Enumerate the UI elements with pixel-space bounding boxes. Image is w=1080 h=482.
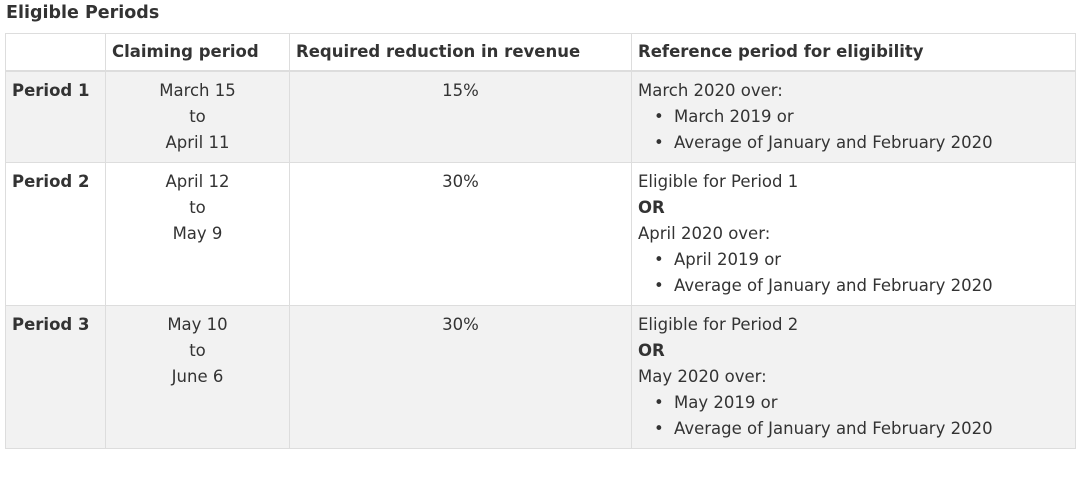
table-caption: Eligible Periods xyxy=(6,3,160,23)
claiming-period-cell: April 12 to May 9 xyxy=(105,162,290,306)
claim-start: March 15 xyxy=(159,81,236,100)
claim-end: April 11 xyxy=(165,133,230,152)
reference-cell: Eligible for Period 2 OR May 2020 over: … xyxy=(631,305,1076,449)
claim-to: to xyxy=(189,341,206,360)
reference-heading: March 2020 over: xyxy=(638,81,783,100)
claim-end: June 6 xyxy=(171,367,224,386)
reference-cell: March 2020 over: March 2019 or Average o… xyxy=(631,70,1076,163)
bullet-item: Average of January and February 2020 xyxy=(654,130,1069,156)
reference-or: OR xyxy=(638,341,665,360)
bullet-item: Average of January and February 2020 xyxy=(654,416,1069,442)
reference-cell: Eligible for Period 1 OR April 2020 over… xyxy=(631,162,1076,306)
table-row: Period 3 May 10 to June 6 30% Eligible f… xyxy=(5,305,1076,449)
reference-prefix: Eligible for Period 2 xyxy=(638,315,799,334)
claim-to: to xyxy=(189,198,206,217)
table-row: Period 1 March 15 to April 11 15% March … xyxy=(5,70,1076,163)
reference-prefix: Eligible for Period 1 xyxy=(638,172,799,191)
claim-start: April 12 xyxy=(165,172,230,191)
bullet-item: May 2019 or xyxy=(654,390,1069,416)
bullet-item: April 2019 or xyxy=(654,247,1069,273)
claim-to: to xyxy=(189,107,206,126)
period-label: Period 2 xyxy=(5,162,106,306)
period-label: Period 3 xyxy=(5,305,106,449)
header-empty xyxy=(5,33,106,72)
claim-end: May 9 xyxy=(172,224,223,243)
header-row: Claiming period Required reduction in re… xyxy=(5,33,1076,72)
reduction-cell: 30% xyxy=(289,162,632,306)
claim-start: May 10 xyxy=(167,315,228,334)
header-required-reduction: Required reduction in revenue xyxy=(289,33,632,72)
claiming-period-cell: March 15 to April 11 xyxy=(105,70,290,163)
reference-heading: May 2020 over: xyxy=(638,367,767,386)
header-claiming-period: Claiming period xyxy=(105,33,290,72)
bullet-item: March 2019 or xyxy=(654,104,1069,130)
reference-or: OR xyxy=(638,198,665,217)
header-reference-period: Reference period for eligibility xyxy=(631,33,1076,72)
reference-bullets: April 2019 or Average of January and Feb… xyxy=(638,247,1069,299)
reduction-cell: 30% xyxy=(289,305,632,449)
reduction-cell: 15% xyxy=(289,70,632,163)
period-label: Period 1 xyxy=(5,70,106,163)
claiming-period-cell: May 10 to June 6 xyxy=(105,305,290,449)
reference-bullets: May 2019 or Average of January and Febru… xyxy=(638,390,1069,442)
bullet-item: Average of January and February 2020 xyxy=(654,273,1069,299)
reference-heading: April 2020 over: xyxy=(638,224,771,243)
reference-bullets: March 2019 or Average of January and Feb… xyxy=(638,104,1069,156)
eligible-periods-table: Claiming period Required reduction in re… xyxy=(5,33,1076,449)
table-row: Period 2 April 12 to May 9 30% Eligible … xyxy=(5,162,1076,306)
